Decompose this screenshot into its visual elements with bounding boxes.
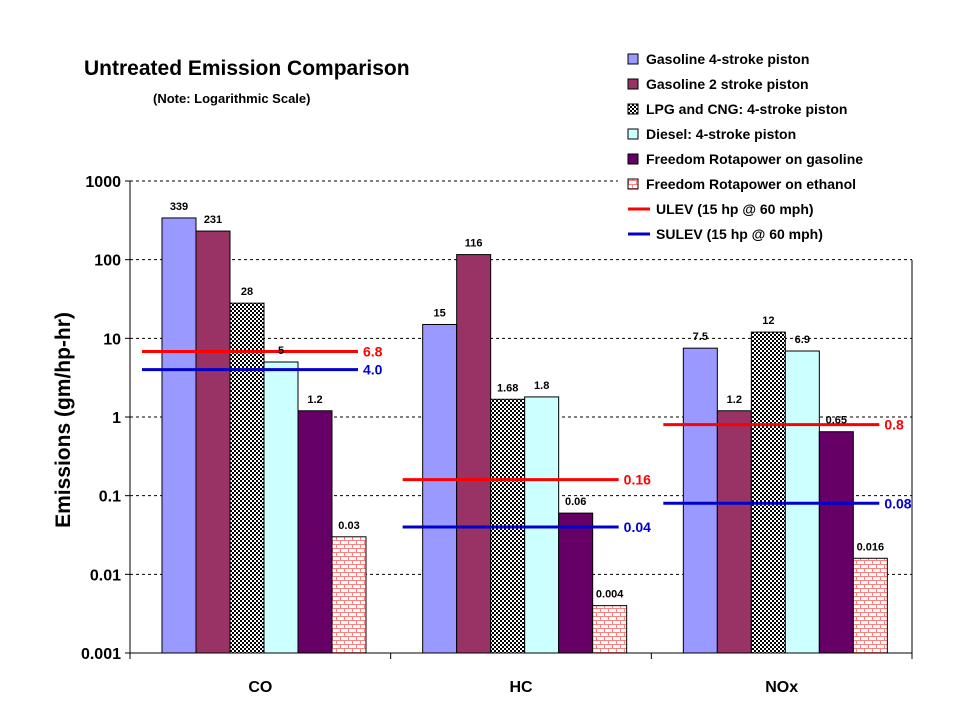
bar-nox-series-2: [716, 410, 752, 654]
bar-hc-series-4: [524, 396, 560, 654]
x-category-label: HC: [509, 679, 533, 696]
bar-data-label: 7.5: [693, 331, 708, 343]
legend-entry-label: LPG and CNG: 4-stroke piston: [646, 101, 847, 117]
bar-data-label: 28: [241, 286, 253, 298]
bar-hc-series-2: [456, 254, 492, 654]
ref-line-label: 0.8: [884, 417, 904, 433]
bar-data-label: 0.06: [565, 496, 586, 508]
x-category-label: CO: [248, 679, 272, 696]
bar-data-label: 0.03: [338, 520, 359, 532]
bar-co-series-3: [229, 302, 265, 654]
bar-data-label: 15: [434, 307, 446, 319]
legend-swatch: [627, 153, 639, 165]
bar-data-label: 0.004: [596, 589, 624, 601]
bar-data-label: 339: [170, 201, 188, 213]
legend-background: [618, 48, 918, 256]
bar-nox-series-3: [750, 331, 786, 654]
bar-nox-series-6: [852, 557, 888, 654]
legend-swatch: [627, 128, 639, 140]
legend-swatch: [627, 103, 639, 115]
legend-entry-label: Gasoline 2 stroke piston: [646, 76, 809, 92]
y-tick-label: 0.1: [99, 489, 121, 506]
bar-hc-series-6: [592, 605, 628, 654]
bar-hc-series-5: [558, 512, 594, 654]
legend-swatch: [627, 53, 639, 65]
y-tick-label: 1: [112, 410, 121, 427]
bar-co-series-6: [331, 536, 367, 654]
bar-data-label: 0.65: [826, 415, 847, 427]
legend-entry-label: ULEV (15 hp @ 60 mph): [656, 201, 814, 217]
bar-data-label: 1.2: [307, 394, 322, 406]
legend-entry-label: Diesel: 4-stroke piston: [646, 126, 796, 142]
bar-co-series-2: [195, 230, 231, 654]
y-tick-label: 0.01: [90, 567, 121, 584]
ref-line-label: 0.04: [624, 519, 651, 535]
bars: [161, 217, 888, 654]
ref-line-label: 4.0: [363, 362, 383, 378]
legend-entry-label: Freedom Rotapower on ethanol: [646, 176, 856, 192]
legend-entry-label: Gasoline 4-stroke piston: [646, 51, 809, 67]
chart-title: Untreated Emission Comparison: [84, 57, 410, 80]
legend-swatch: [627, 178, 639, 190]
bar-data-label: 0.016: [857, 541, 885, 553]
bar-hc-series-1: [422, 323, 458, 654]
legend-swatch: [627, 78, 639, 90]
bar-data-label: 12: [762, 315, 774, 327]
bar-data-label: 6.9: [795, 334, 810, 346]
y-axis-label: Emissions (gm/hp-hr): [52, 312, 75, 528]
bar-co-series-5: [297, 410, 333, 654]
chart-subtitle: (Note: Logarithmic Scale): [153, 91, 310, 106]
reference-lines: 6.8 0.16 0.8 4.0 0.04 0.08: [142, 344, 912, 535]
bar-co-series-1: [161, 217, 197, 654]
ref-line-label: 0.08: [884, 495, 911, 511]
bar-data-label: 116: [465, 238, 483, 250]
legend-entry-label: SULEV (15 hp @ 60 mph): [656, 226, 823, 242]
bar-data-label: 1.2: [727, 394, 742, 406]
ref-line-label: 6.8: [363, 344, 383, 360]
bar-data-label: 231: [204, 214, 222, 226]
ref-line-label: 0.16: [624, 472, 651, 488]
bar-data-label: 5: [278, 345, 284, 357]
legend-entry-label: Freedom Rotapower on gasoline: [646, 151, 863, 167]
bar-co-series-4: [263, 361, 299, 654]
y-tick-label: 0.001: [81, 646, 121, 663]
data-labels: 339 15 7.5 231 116 1.2 28 1.68 12 5 1.8 6.9 1.2 0.06 0…: [170, 201, 884, 601]
bar-nox-series-5: [818, 431, 854, 654]
axes: 0.001 0.01 0.1 1 10 100 1000 CO HC NOx: [81, 174, 913, 696]
y-tick-label: 1000: [85, 174, 121, 191]
y-tick-label: 100: [94, 253, 121, 270]
legend: Gasoline 4-stroke piston Gasoline 2 strok…: [618, 48, 918, 256]
y-tick-label: 10: [103, 331, 121, 348]
bar-data-label: 1.8: [534, 380, 549, 392]
bar-data-label: 1.68: [497, 382, 518, 394]
bar-nox-series-1: [682, 347, 718, 654]
x-category-label: NOx: [765, 679, 798, 696]
